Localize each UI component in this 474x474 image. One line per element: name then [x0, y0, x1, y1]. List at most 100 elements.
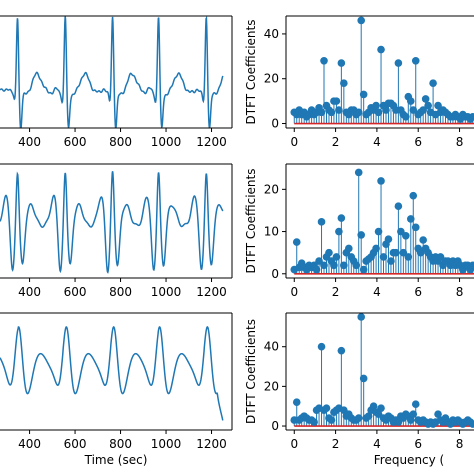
stem-marker — [359, 374, 368, 383]
y-axis-label: DTFT Coefficients — [244, 20, 258, 125]
stem-marker — [387, 257, 395, 265]
stem-marker — [394, 202, 403, 211]
stem-marker — [384, 235, 393, 243]
stem-marker — [337, 346, 346, 355]
x-tick-label: 0 — [290, 437, 298, 451]
x-tick-label: 4 — [373, 135, 381, 149]
stem-marker — [411, 57, 420, 65]
y-tick-label: 0 — [271, 267, 279, 281]
stem-marker — [327, 108, 336, 117]
y-tick-label: 20 — [264, 182, 279, 196]
x-tick-label: 0 — [290, 285, 298, 299]
stem-marker — [292, 238, 301, 246]
stem-marker — [406, 215, 415, 223]
stem-marker — [317, 218, 326, 226]
stem-marker — [357, 231, 366, 239]
stem-marker — [436, 253, 445, 261]
x-tick-label: 1000 — [151, 285, 182, 299]
stem-marker — [332, 253, 341, 261]
x-tick-label: 0 — [290, 135, 298, 149]
y-tick-label: 40 — [264, 340, 279, 354]
x-tick-label: 2 — [332, 135, 340, 149]
plot-area — [290, 16, 474, 125]
stem-marker — [369, 402, 378, 411]
stem-marker — [335, 106, 343, 114]
x-tick-label: 1000 — [151, 135, 182, 149]
stem-marker — [416, 248, 425, 257]
x-tick-label: 4 — [373, 437, 381, 451]
stem-marker — [434, 101, 442, 110]
stem-marker — [382, 106, 390, 114]
stem-marker — [315, 257, 323, 265]
y-tick-label: 0 — [271, 117, 279, 131]
stem-marker — [330, 261, 338, 270]
stem-marker — [394, 59, 403, 67]
x-tick-label: 2 — [332, 285, 340, 299]
stem-marker — [372, 101, 380, 110]
x-tick-label: 400 — [18, 285, 41, 299]
stem-marker — [354, 168, 363, 177]
x-tick-label: 8 — [456, 285, 464, 299]
stem-marker — [402, 113, 410, 121]
y-tick-label: 20 — [264, 72, 279, 86]
stem-marker — [345, 244, 353, 253]
stem-marker — [322, 404, 331, 412]
stem-marker — [335, 227, 343, 236]
x-tick-label: 6 — [414, 285, 422, 299]
stem-marker — [406, 416, 415, 424]
plot-area — [0, 325, 224, 421]
signal-line — [0, 325, 224, 421]
stem-marker — [359, 265, 368, 274]
stem-marker — [409, 410, 418, 418]
stem-marker — [429, 79, 437, 87]
stem-marker — [424, 101, 432, 110]
stem-marker — [359, 90, 368, 99]
stem-marker — [325, 248, 333, 257]
stem-marker — [292, 398, 301, 407]
stem-marker — [419, 236, 427, 244]
stem-marker — [372, 244, 380, 253]
stem-marker — [354, 414, 363, 422]
x-tick-label: 800 — [109, 437, 132, 451]
stem-marker — [357, 16, 366, 25]
stem-marker — [411, 223, 420, 232]
stem-marker — [340, 261, 348, 270]
stem-marker — [377, 177, 385, 185]
y-axis-label: DTFT Coefficients — [244, 169, 258, 274]
plot-area — [0, 171, 224, 274]
x-tick-label: 400 — [18, 135, 41, 149]
stem-marker — [317, 108, 326, 117]
stem-marker — [379, 253, 388, 261]
stem-marker — [434, 410, 442, 418]
stem-marker — [337, 59, 346, 67]
stem-marker — [468, 261, 474, 270]
dtft-stem-panel-3: 0 2 4 6 8 0 20 40 DTFT Coefficients Frequency ( — [244, 312, 474, 467]
ecg-time-panel-2: 400 600 800 1000 1200 — [0, 163, 233, 299]
stem-marker — [392, 248, 400, 257]
x-tick-label: 600 — [64, 135, 87, 149]
x-axis-label: Frequency ( — [374, 453, 445, 467]
y-tick-label: 0 — [271, 419, 279, 433]
signal-line — [0, 171, 224, 274]
stem-marker — [327, 416, 336, 424]
x-tick-label: 800 — [109, 285, 132, 299]
x-tick-label: 8 — [456, 135, 464, 149]
stem-marker — [411, 400, 420, 409]
stem-marker — [468, 113, 474, 121]
stem-marker — [374, 227, 383, 236]
stem-marker — [337, 214, 346, 222]
stem-marker — [404, 253, 413, 261]
y-axis-label: DTFT Coefficients — [244, 319, 258, 424]
stem-marker — [320, 57, 328, 65]
x-tick-label: 1000 — [151, 437, 182, 451]
dtft-stem-panel-2: 0 2 4 6 8 0 10 20 DTFT Coefficients — [244, 163, 474, 299]
stem-marker — [312, 265, 321, 274]
y-tick-label: 20 — [264, 379, 279, 393]
x-tick-label: 1200 — [196, 437, 227, 451]
stem-marker — [397, 227, 405, 236]
stem-marker — [332, 97, 341, 105]
plot-area — [290, 313, 474, 428]
ecg-time-panel-1: 400 600 800 1000 1200 — [0, 15, 233, 149]
x-tick-label: 600 — [64, 285, 87, 299]
